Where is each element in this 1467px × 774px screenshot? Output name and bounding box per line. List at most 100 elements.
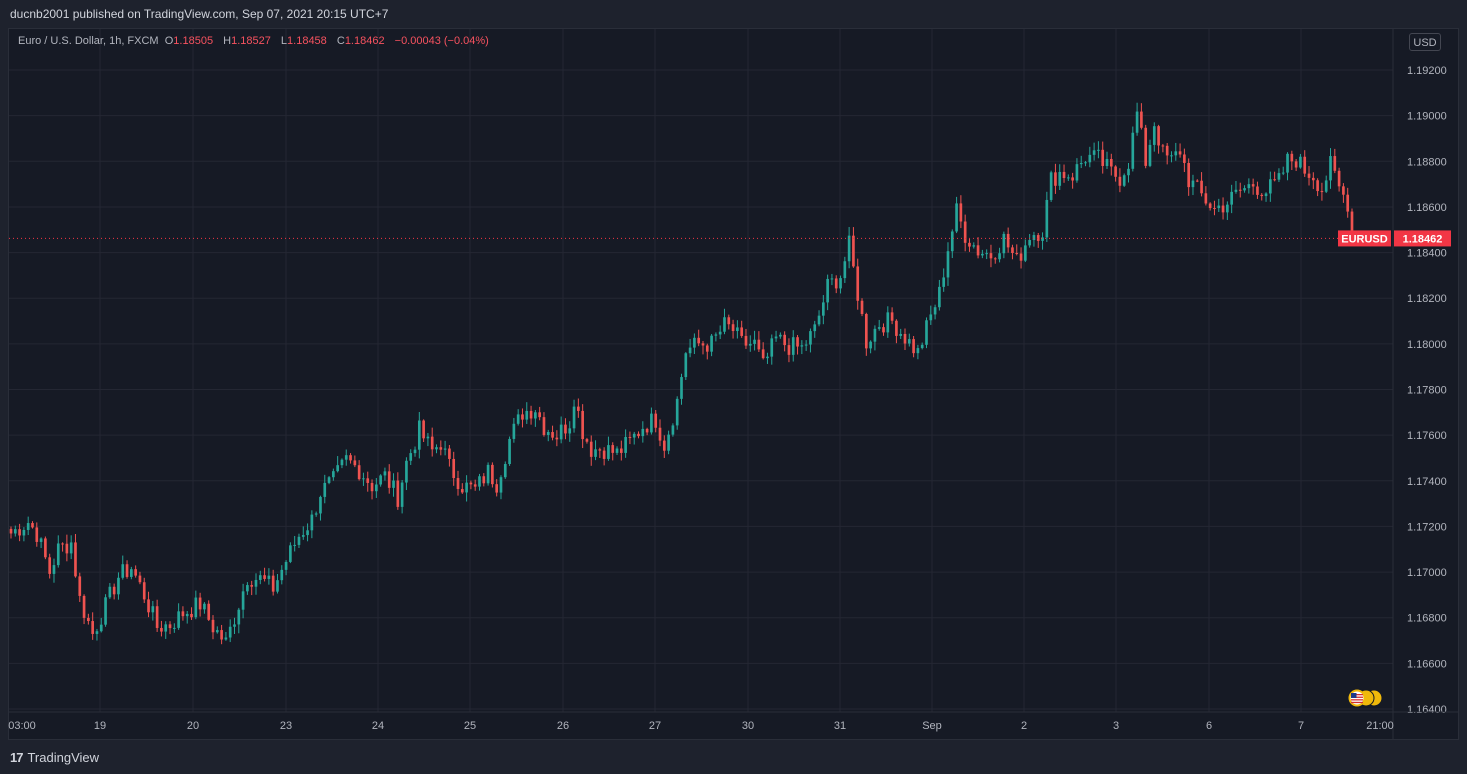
- candle-body: [396, 480, 400, 507]
- high-value: 1.18527: [231, 35, 271, 47]
- candle-body: [78, 576, 82, 596]
- candle-body: [886, 312, 890, 333]
- candle-body: [933, 307, 937, 315]
- candle-body: [1028, 240, 1031, 246]
- last-price-tag-bg: [1394, 230, 1451, 247]
- candle-body: [1144, 127, 1148, 166]
- candle-body: [899, 333, 903, 336]
- candle-body: [809, 331, 812, 345]
- candle-body: [185, 613, 189, 617]
- candle-body: [1084, 162, 1087, 164]
- candle-body: [1204, 193, 1208, 204]
- candle-body: [473, 484, 477, 487]
- candle-body: [929, 314, 933, 321]
- candle-body: [177, 611, 180, 628]
- candle-body: [912, 339, 915, 354]
- candle-body: [1217, 205, 1221, 209]
- candle-body: [1174, 151, 1178, 156]
- candle-body: [800, 345, 804, 347]
- candle-body: [602, 450, 606, 459]
- candle-body: [796, 337, 799, 347]
- candle-body: [314, 513, 318, 515]
- currency-button[interactable]: USD: [1409, 33, 1441, 51]
- price-tick-label: 1.16600: [1407, 658, 1447, 670]
- candle-body: [297, 536, 301, 545]
- candle-body: [852, 235, 855, 267]
- candle-body: [705, 345, 709, 352]
- candle-body: [594, 449, 597, 457]
- candle-body: [499, 477, 503, 493]
- candle-body: [856, 266, 860, 301]
- candle-body: [546, 432, 550, 435]
- time-tick-label: Sep: [922, 720, 942, 732]
- candle-body: [1226, 204, 1229, 213]
- candle-body: [155, 606, 159, 628]
- candle-body: [534, 412, 537, 419]
- candle-body: [843, 261, 847, 279]
- candle-body: [585, 439, 589, 442]
- candle-body: [1071, 177, 1074, 181]
- candle-body: [684, 353, 688, 378]
- price-tick-label: 1.19200: [1407, 65, 1447, 77]
- candle-body: [714, 334, 718, 336]
- us-flag-events-icon[interactable]: [1345, 688, 1385, 708]
- candle-body: [1097, 149, 1100, 151]
- candle-body: [1303, 156, 1307, 174]
- close-value: 1.18462: [344, 35, 385, 47]
- candle-body: [224, 637, 228, 640]
- candle-body: [920, 344, 924, 349]
- candle-body: [258, 575, 262, 580]
- candle-body: [1294, 161, 1298, 168]
- candle-body: [564, 424, 567, 434]
- candle-body: [164, 624, 168, 632]
- candle-body: [61, 543, 64, 545]
- candle-body: [624, 436, 627, 453]
- tradingview-brand[interactable]: 17 TradingView: [10, 748, 99, 766]
- candle-body: [267, 575, 271, 579]
- candle-body: [516, 414, 520, 424]
- candle-body: [1032, 235, 1036, 241]
- candle-body: [817, 315, 821, 325]
- candle-body: [207, 603, 211, 620]
- candle-body: [1122, 175, 1126, 186]
- tradingview-logo-icon: 17: [10, 749, 24, 765]
- candle-body: [955, 203, 958, 232]
- candle-body: [409, 453, 413, 461]
- candle-body: [1066, 177, 1070, 179]
- price-tick-label: 1.16400: [1407, 704, 1447, 716]
- candle-body: [611, 445, 615, 453]
- candle-body: [1273, 179, 1276, 181]
- candle-body: [190, 613, 193, 618]
- price-tick-label: 1.18400: [1407, 248, 1447, 260]
- candle-body: [181, 611, 185, 617]
- candle-body: [44, 538, 47, 558]
- candle-body: [138, 575, 142, 583]
- candle-body: [1260, 194, 1264, 197]
- candle-body: [82, 595, 86, 618]
- open-value: 1.18505: [173, 35, 214, 47]
- candle-body: [882, 327, 885, 333]
- candle-body: [495, 484, 499, 493]
- symbol-description[interactable]: Euro / U.S. Dollar, 1h, FXCM: [18, 35, 159, 47]
- candle-body: [744, 335, 748, 346]
- candle-body: [1109, 158, 1113, 167]
- candle-body: [1234, 189, 1238, 192]
- candle-body: [723, 317, 726, 332]
- candle-body: [942, 277, 946, 287]
- candle-body: [654, 413, 658, 428]
- candle-body: [469, 482, 473, 485]
- open-label: O: [164, 35, 174, 47]
- candle-body: [787, 345, 791, 355]
- candle-body: [542, 417, 546, 435]
- candle-body: [276, 580, 279, 592]
- candle-body: [1127, 168, 1130, 176]
- candle-body: [766, 356, 769, 359]
- candle-body: [822, 302, 825, 316]
- candle-body: [701, 343, 705, 346]
- candle-body: [478, 476, 481, 487]
- candle-body: [731, 324, 735, 332]
- candle-body: [508, 438, 511, 465]
- candle-body: [1049, 172, 1053, 200]
- candle-body: [1286, 153, 1289, 173]
